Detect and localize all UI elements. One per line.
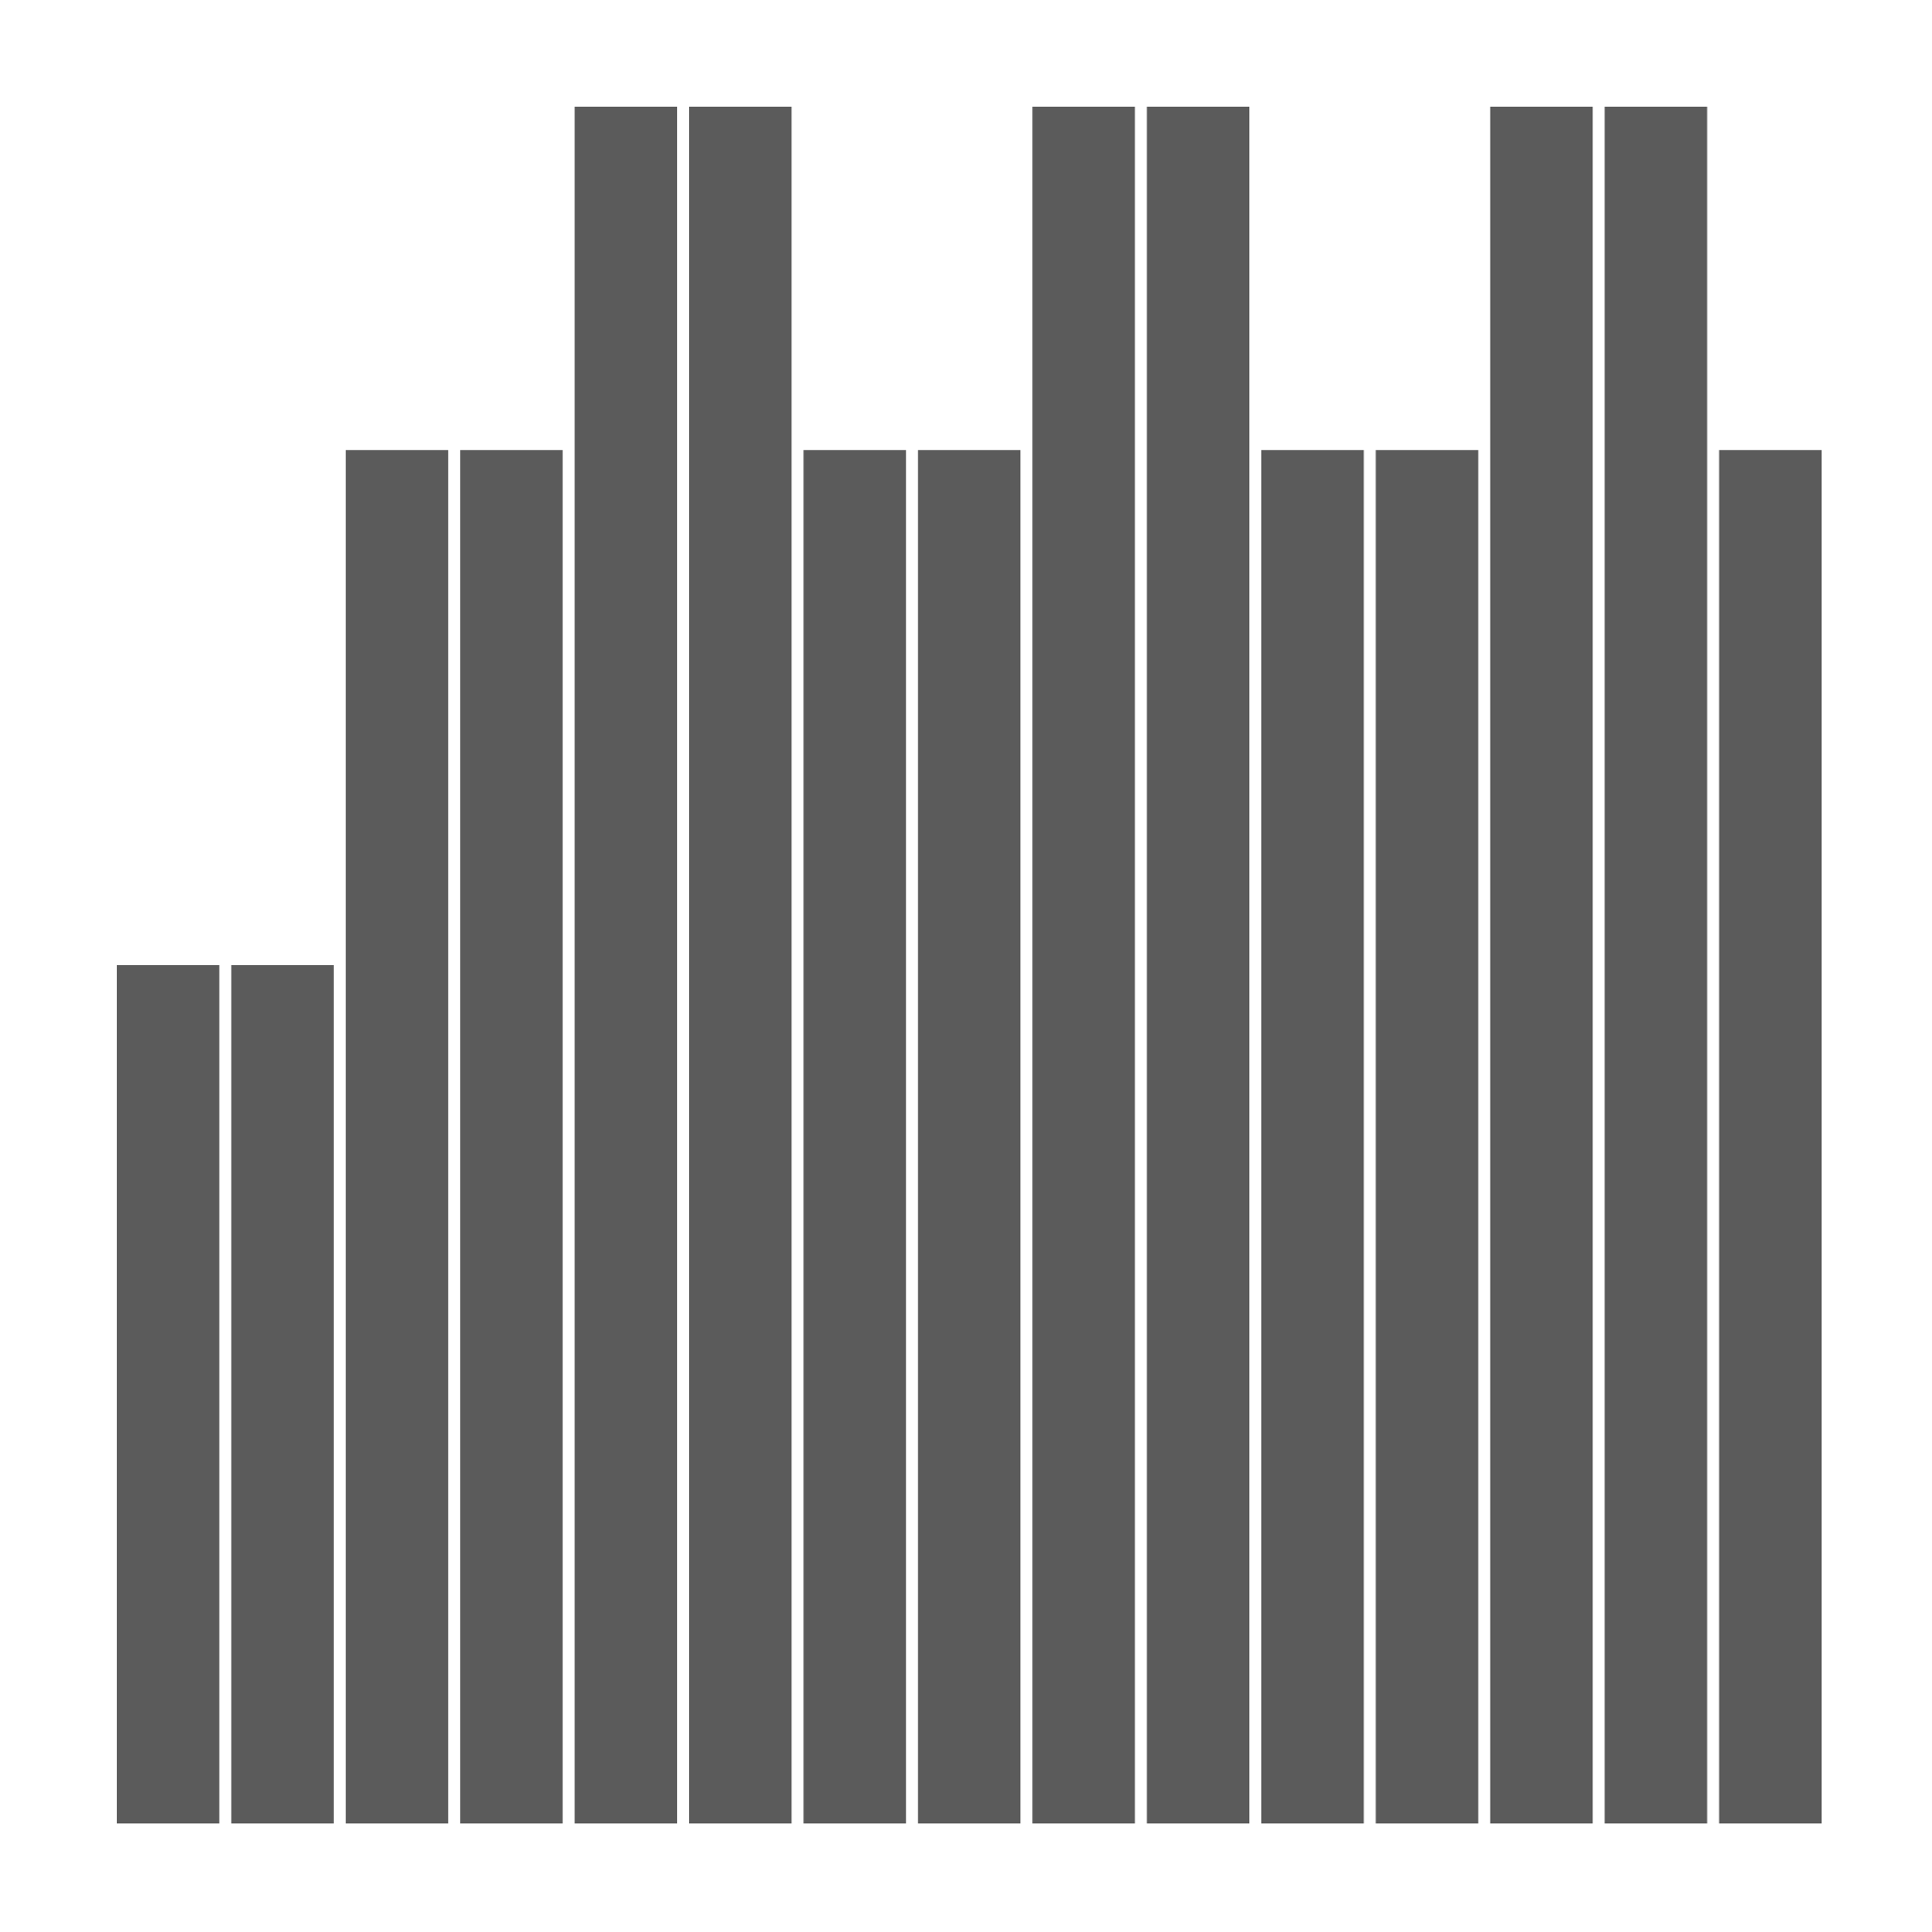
bar-9: [1032, 107, 1135, 1823]
bar-1: [117, 965, 220, 1823]
bar-12: [1375, 450, 1478, 1824]
bar-10: [1146, 107, 1249, 1823]
bar-2: [231, 965, 334, 1823]
bar-8: [917, 450, 1021, 1824]
bar-13: [1489, 107, 1593, 1823]
bar-11: [1261, 450, 1364, 1824]
bar-5: [574, 107, 677, 1823]
bar-14: [1604, 107, 1708, 1823]
bar-series: [117, 107, 1822, 1824]
bar-3: [345, 450, 449, 1824]
bar-15: [1719, 450, 1822, 1824]
bar-7: [803, 450, 906, 1824]
bar-4: [460, 450, 563, 1824]
bar-6: [689, 107, 792, 1823]
